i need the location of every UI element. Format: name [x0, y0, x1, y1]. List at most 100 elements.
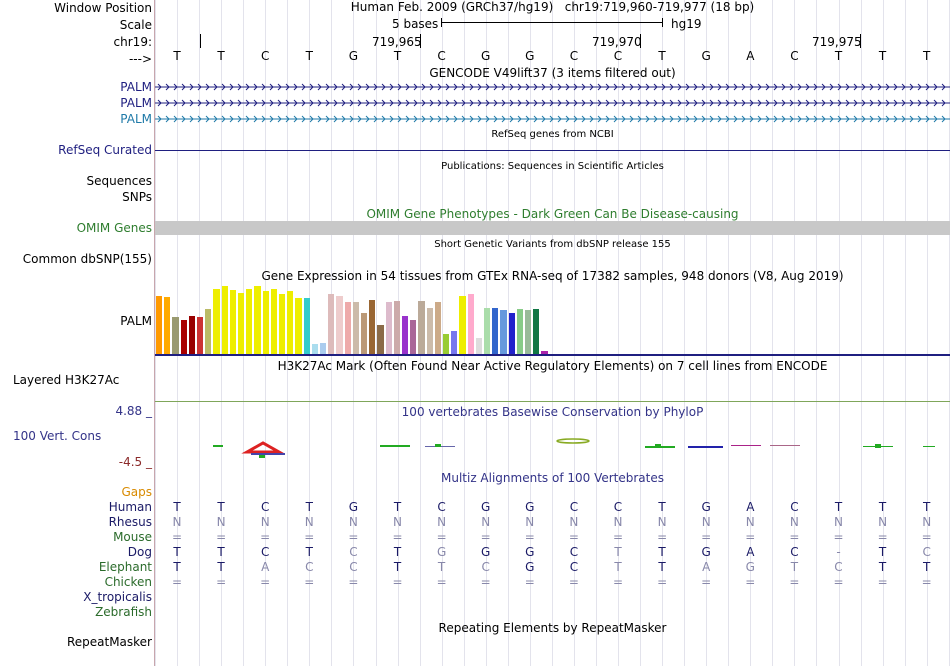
publications-title: Publications: Sequences in Scientific Ar…: [441, 161, 664, 172]
gtex-tissue-bar[interactable]: [443, 334, 450, 354]
species-label-elephant[interactable]: Elephant: [98, 560, 152, 574]
alignment-base: T: [614, 560, 622, 574]
species-label-zebrafish[interactable]: Zebrafish: [95, 605, 152, 619]
alignment-base: =: [348, 530, 359, 544]
gtex-tissue-bar[interactable]: [320, 343, 327, 354]
gtex-tissue-bar[interactable]: [221, 286, 228, 354]
gtex-tissue-bar[interactable]: [172, 317, 179, 354]
alignment-base: =: [260, 575, 271, 589]
gtex-tissue-bar[interactable]: [369, 300, 376, 354]
gtex-tissue-bar[interactable]: [287, 291, 294, 354]
gtex-tissue-bar[interactable]: [467, 294, 474, 354]
gtex-tissue-bar[interactable]: [475, 338, 482, 354]
refseq-feature[interactable]: [155, 150, 950, 151]
reference-base: G: [348, 49, 359, 63]
alignment-base: C: [260, 545, 270, 559]
gtex-tissue-bar[interactable]: [262, 291, 269, 354]
chr-label: chr19:: [113, 35, 152, 49]
gtex-tissue-bar[interactable]: [492, 308, 499, 354]
gtex-tissue-bar[interactable]: [525, 310, 532, 354]
phylop-mark: [259, 455, 265, 458]
alignment-base: =: [436, 530, 447, 544]
species-label-rhesus[interactable]: Rhesus: [108, 515, 152, 529]
track-image[interactable]: Human Feb. 2009 (GRCh37/hg19) chr19:719,…: [155, 0, 950, 666]
gtex-tissue-bar[interactable]: [434, 302, 441, 354]
alignment-base: =: [524, 575, 535, 589]
refseq-curated-label[interactable]: RefSeq Curated: [58, 143, 152, 157]
gtex-tissue-bar[interactable]: [508, 313, 515, 354]
gtex-tissue-bar[interactable]: [516, 309, 523, 354]
species-label-x-tropicalis[interactable]: X_tropicalis: [83, 590, 152, 604]
gtex-tissue-bar[interactable]: [238, 293, 245, 354]
gtex-tissue-bar[interactable]: [361, 313, 368, 354]
gtex-tissue-bar[interactable]: [418, 301, 425, 354]
alignment-base: =: [921, 575, 932, 589]
gtex-tissue-bar[interactable]: [303, 298, 310, 354]
species-label-dog[interactable]: Dog: [127, 545, 152, 559]
gtex-tissue-bar[interactable]: [156, 296, 163, 354]
gtex-tissue-bar[interactable]: [402, 316, 409, 354]
gtex-tissue-bar[interactable]: [180, 320, 187, 354]
vert-cons-label[interactable]: 100 Vert. Cons: [13, 429, 102, 443]
gtex-tissue-bar[interactable]: [500, 310, 507, 354]
gtex-tissue-bar[interactable]: [328, 294, 335, 354]
alignment-base: N: [304, 515, 314, 529]
palm-gencode-label-2[interactable]: PALM: [120, 96, 152, 110]
alignment-base: C: [349, 560, 358, 574]
repeatmasker-label[interactable]: RepeatMasker: [66, 635, 152, 649]
gtex-tissue-bar[interactable]: [188, 316, 195, 354]
gtex-tissue-bar[interactable]: [410, 320, 417, 354]
alignment-base: N: [878, 515, 888, 529]
gtex-tissue-bar[interactable]: [254, 286, 261, 354]
alignment-base: C: [305, 560, 314, 574]
gencode-transcript-2[interactable]: [155, 99, 950, 107]
phylop-signal[interactable]: [155, 420, 950, 470]
gtex-tissue-bar[interactable]: [484, 308, 491, 354]
snps-label[interactable]: SNPs: [122, 190, 152, 204]
gtex-tissue-bar[interactable]: [164, 297, 171, 354]
species-label-human[interactable]: Human: [108, 500, 152, 514]
omim-genes-label[interactable]: OMIM Genes: [76, 221, 152, 235]
gencode-transcript-3[interactable]: [155, 115, 950, 123]
gtex-tissue-bar[interactable]: [344, 302, 351, 354]
gtex-tissue-bar[interactable]: [197, 317, 204, 354]
gtex-tissue-bar[interactable]: [205, 309, 212, 354]
gtex-tissue-bar[interactable]: [295, 298, 302, 354]
omim-feature-bar[interactable]: [155, 221, 950, 235]
h3k27ac-signal[interactable]: [155, 401, 950, 402]
gtex-tissue-bar[interactable]: [393, 301, 400, 354]
common-dbsnp-label[interactable]: Common dbSNP(155): [22, 252, 152, 266]
gtex-tissue-bar[interactable]: [533, 309, 540, 354]
gtex-tissue-bar[interactable]: [352, 302, 359, 354]
species-label-mouse[interactable]: Mouse: [113, 530, 152, 544]
gtex-tissue-bar[interactable]: [311, 344, 318, 354]
sequences-label[interactable]: Sequences: [86, 174, 152, 188]
gencode-transcript-1[interactable]: [155, 83, 950, 91]
coord-tick-1: [420, 34, 421, 48]
gtex-tissue-bar[interactable]: [270, 289, 277, 354]
palm-gencode-label-1[interactable]: PALM: [120, 80, 152, 94]
gtex-tissue-bar[interactable]: [229, 290, 236, 354]
species-label-chicken[interactable]: Chicken: [104, 575, 152, 589]
scale-label: Scale: [119, 18, 152, 32]
gtex-tissue-bar[interactable]: [246, 289, 253, 354]
layered-h3k27ac-label[interactable]: Layered H3K27Ac: [13, 373, 120, 387]
gtex-tissue-bar[interactable]: [279, 294, 286, 354]
gtex-tissue-bar[interactable]: [385, 302, 392, 354]
alignment-base: N: [525, 515, 535, 529]
alignment-base: =: [568, 575, 579, 589]
gtex-gene-label[interactable]: PALM: [120, 314, 152, 328]
gtex-tissue-bar[interactable]: [541, 351, 548, 354]
palm-gencode-label-3[interactable]: PALM: [120, 112, 152, 126]
gtex-tissue-bar[interactable]: [451, 331, 458, 354]
gtex-tissue-bar[interactable]: [336, 296, 343, 354]
grid-line: [596, 0, 597, 666]
gtex-tissue-bar[interactable]: [213, 289, 220, 354]
cons-max-label: 4.88 _: [115, 404, 152, 418]
gtex-bar-chart[interactable]: [155, 284, 950, 355]
grid-line: [772, 0, 773, 666]
gtex-tissue-bar[interactable]: [459, 296, 466, 354]
grid-line: [750, 0, 751, 666]
gtex-tissue-bar[interactable]: [377, 325, 384, 354]
gtex-tissue-bar[interactable]: [426, 308, 433, 354]
